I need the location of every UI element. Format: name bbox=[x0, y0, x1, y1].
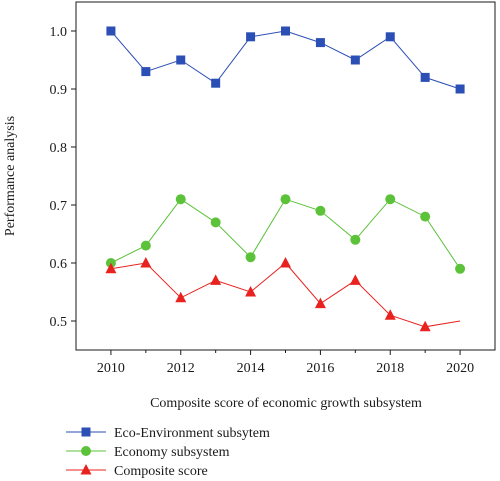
x-axis-label: Composite score of economic growth subsy… bbox=[150, 396, 422, 411]
legend-entry: Composite score bbox=[66, 464, 208, 479]
data-point bbox=[140, 240, 151, 251]
data-point bbox=[210, 217, 221, 228]
y-tick-label: 0.9 bbox=[50, 83, 68, 98]
data-point bbox=[210, 274, 222, 285]
data-point bbox=[175, 291, 187, 303]
data-point bbox=[280, 257, 291, 268]
data-point bbox=[420, 72, 430, 82]
legend-label: Economy subsystem bbox=[114, 445, 230, 460]
legend-swatch-marker bbox=[80, 464, 92, 475]
data-point bbox=[350, 234, 361, 245]
series-line bbox=[110, 30, 461, 90]
data-point bbox=[420, 211, 431, 222]
data-point bbox=[314, 297, 326, 309]
legend-entry: Eco-Environment subsytem bbox=[66, 426, 270, 441]
data-point bbox=[246, 32, 256, 42]
data-point bbox=[211, 78, 221, 88]
y-axis: 0.5 0.6 0.7 0.8 0.9 1.0 bbox=[50, 25, 76, 330]
x-tick-label: 2020 bbox=[446, 361, 474, 376]
data-point bbox=[106, 26, 116, 36]
legend-label: Eco-Environment subsytem bbox=[114, 426, 270, 441]
data-point bbox=[175, 194, 186, 205]
data-point bbox=[315, 205, 326, 216]
data-point bbox=[419, 320, 431, 332]
x-tick-label: 2018 bbox=[376, 361, 404, 376]
data-point bbox=[281, 26, 290, 36]
legend-swatch-marker bbox=[81, 427, 91, 437]
series-line bbox=[110, 262, 461, 328]
y-tick-label: 0.6 bbox=[50, 257, 68, 272]
data-point bbox=[176, 55, 186, 65]
data-point bbox=[315, 38, 325, 48]
series-square bbox=[106, 26, 465, 94]
data-point bbox=[245, 286, 257, 297]
x-axis: 2010 2012 2014 2016 2018 2020 bbox=[97, 350, 474, 376]
data-point bbox=[385, 32, 395, 42]
legend-swatch-marker bbox=[81, 446, 91, 456]
data-point bbox=[455, 263, 466, 274]
y-axis-label: Performance analysis bbox=[3, 116, 18, 236]
y-tick-label: 0.7 bbox=[50, 199, 68, 214]
data-point bbox=[140, 257, 152, 268]
x-tick-label: 2010 bbox=[97, 361, 125, 376]
y-tick-label: 0.8 bbox=[50, 141, 68, 156]
data-point bbox=[105, 262, 117, 274]
data-point bbox=[455, 84, 465, 94]
y-tick-label: 1.0 bbox=[50, 25, 68, 40]
data-point bbox=[349, 274, 361, 285]
data-point bbox=[384, 309, 396, 320]
legend-label: Composite score bbox=[114, 464, 208, 479]
plot-frame bbox=[75, 1, 496, 351]
series-circle bbox=[105, 194, 466, 274]
data-point bbox=[350, 55, 360, 65]
x-tick-label: 2012 bbox=[167, 361, 195, 376]
data-point bbox=[385, 194, 396, 205]
legend: Eco-Environment subsytem Economy subsyste… bbox=[66, 426, 270, 479]
series-layer bbox=[105, 26, 466, 332]
data-point bbox=[280, 194, 291, 205]
x-tick-label: 2014 bbox=[237, 361, 265, 376]
data-point bbox=[245, 252, 256, 263]
x-tick-label: 2016 bbox=[306, 361, 334, 376]
data-point bbox=[141, 67, 151, 77]
legend-entry: Economy subsystem bbox=[66, 445, 230, 460]
y-tick-label: 0.5 bbox=[50, 315, 68, 330]
series-triangle bbox=[105, 257, 461, 332]
